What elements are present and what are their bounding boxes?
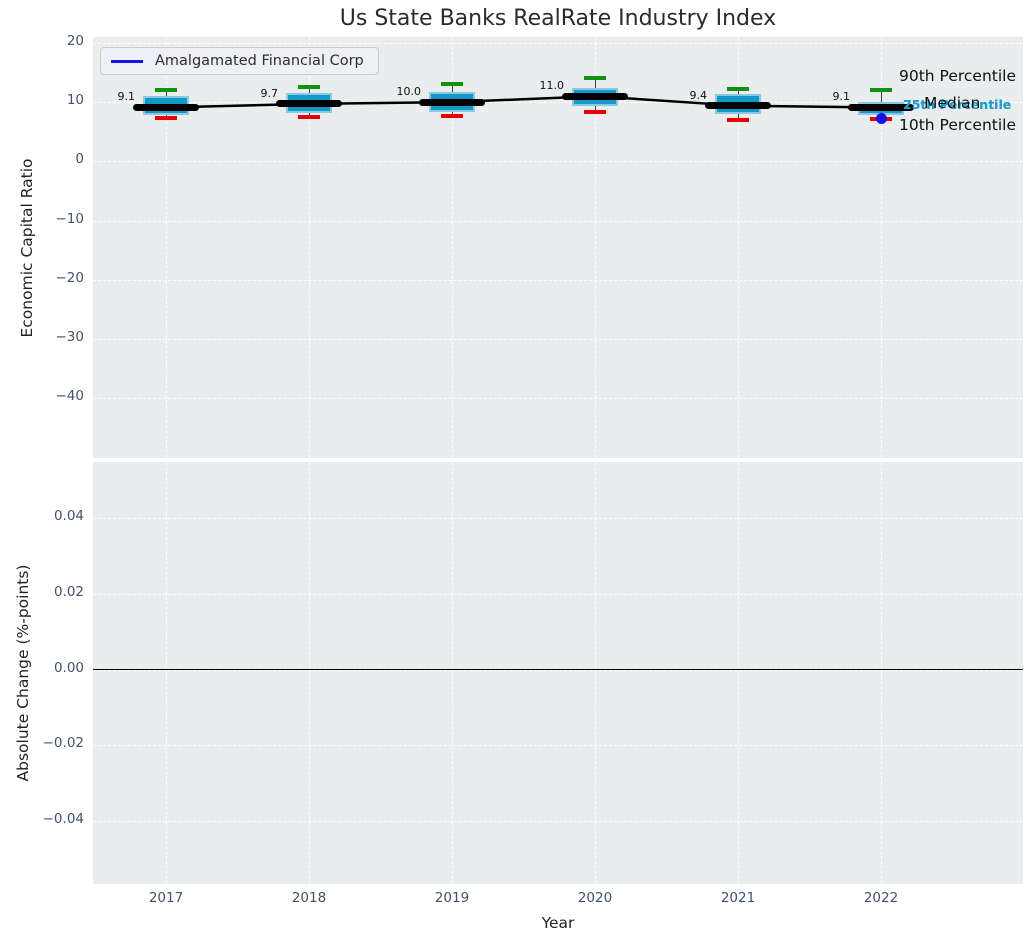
gridline-vertical xyxy=(738,462,739,884)
y-tick-label: −0.02 xyxy=(42,735,84,752)
y-tick-label: −0.04 xyxy=(42,811,84,828)
median-bar xyxy=(419,98,485,106)
median-bar xyxy=(562,92,628,100)
x-tick-label: 2018 xyxy=(291,890,327,906)
annotation-median: Median xyxy=(924,94,981,112)
annotation-25th-percentile: 25th Percentile xyxy=(903,97,1012,112)
legend-line-swatch xyxy=(111,59,143,63)
p10-cap xyxy=(727,117,749,122)
annotation-90th-percentile: 90th Percentile xyxy=(899,67,1017,85)
gridline-horizontal xyxy=(93,338,1023,340)
gridline-horizontal xyxy=(93,220,1023,222)
absolute-change-plot-area xyxy=(93,462,1023,884)
x-tick-label: 2021 xyxy=(720,890,756,906)
median-bar xyxy=(276,100,342,108)
gridline-horizontal xyxy=(93,42,1023,44)
median-bar xyxy=(133,103,199,111)
gridline-horizontal xyxy=(93,745,1023,747)
y-tick-label: −30 xyxy=(55,328,85,345)
x-tick-label: 2019 xyxy=(434,890,470,906)
gridline-vertical xyxy=(452,37,453,458)
p90-cap xyxy=(441,82,463,87)
y-tick-label: 20 xyxy=(66,32,84,49)
median-bar xyxy=(705,102,771,110)
median-value-label: 9.1 xyxy=(117,90,136,104)
gridline-horizontal xyxy=(93,161,1023,163)
median-value-label: 9.4 xyxy=(689,88,708,102)
x-axis-label: Year xyxy=(541,914,575,932)
p10-cap xyxy=(298,114,320,119)
median-bar xyxy=(848,103,914,111)
median-value-label: 9.7 xyxy=(260,86,279,100)
gridline-vertical xyxy=(738,37,739,458)
gridline-vertical xyxy=(595,37,596,458)
p10-cap xyxy=(441,114,463,119)
p10-cap xyxy=(155,115,177,120)
gridline-vertical xyxy=(166,37,167,458)
y-tick-label: −40 xyxy=(55,388,85,405)
company-point xyxy=(875,113,887,125)
gridline-horizontal xyxy=(93,279,1023,281)
p90-cap xyxy=(155,87,177,92)
zero-change-line xyxy=(93,668,1023,671)
x-tick-label: 2017 xyxy=(148,890,184,906)
gridline-vertical xyxy=(881,37,882,458)
gridline-vertical xyxy=(309,37,310,458)
y-tick-label: −10 xyxy=(55,210,85,227)
annotation-10th-percentile: 10th Percentile xyxy=(899,116,1017,134)
p10-cap xyxy=(584,110,606,115)
gridline-horizontal xyxy=(93,593,1023,595)
chart-title: Us State Banks RealRate Industry Index xyxy=(339,6,777,31)
p90-cap xyxy=(298,84,320,89)
gridline-vertical xyxy=(452,462,453,884)
gridline-vertical xyxy=(166,462,167,884)
y-tick-label: 10 xyxy=(66,92,84,109)
gridline-horizontal xyxy=(93,398,1023,400)
median-value-label: 11.0 xyxy=(539,79,565,93)
legend: Amalgamated Financial Corp xyxy=(100,47,379,75)
gridline-vertical xyxy=(595,462,596,884)
gridline-horizontal xyxy=(93,821,1023,823)
legend-label: Amalgamated Financial Corp xyxy=(155,53,364,69)
gridline-vertical xyxy=(881,462,882,884)
gridline-vertical xyxy=(309,462,310,884)
y-tick-label: 0 xyxy=(75,151,84,168)
p90-cap xyxy=(727,86,749,91)
y-tick-label: 0.00 xyxy=(53,659,84,676)
median-value-label: 10.0 xyxy=(396,85,422,99)
p90-cap xyxy=(584,76,606,81)
y-tick-label: 0.02 xyxy=(53,583,84,600)
x-tick-label: 2022 xyxy=(863,890,899,906)
y-axis-label-top: Economic Capital Ratio xyxy=(18,158,37,338)
gridline-horizontal xyxy=(93,517,1023,519)
x-tick-label: 2020 xyxy=(577,890,613,906)
p90-cap xyxy=(870,87,892,92)
y-tick-label: −20 xyxy=(55,269,85,286)
annotation-75th-percentile: 75th Percentile xyxy=(903,97,1012,112)
y-tick-label: 0.04 xyxy=(53,507,84,524)
median-value-label: 9.1 xyxy=(832,90,851,104)
